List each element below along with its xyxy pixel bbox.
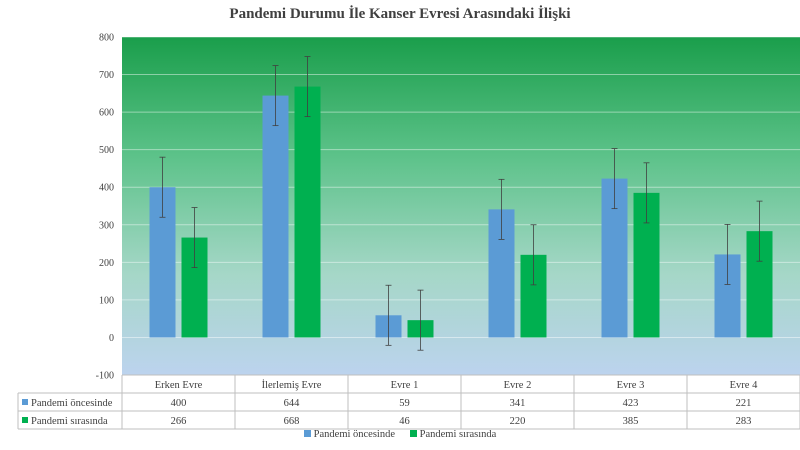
y-tick-label: 800 bbox=[99, 33, 114, 44]
table-category-1: Erken Evre bbox=[155, 380, 203, 391]
table-category-4: Evre 2 bbox=[504, 380, 532, 391]
legend-label-series-1: Pandemi öncesinde bbox=[313, 429, 396, 440]
legend: Pandemi öncesinde Pandemi sırasında bbox=[0, 429, 800, 440]
table-category-2: İlerlemiş Evre bbox=[262, 379, 322, 391]
table-series-label-2: Pandemi sırasında bbox=[31, 416, 108, 427]
table-value-2-6: 283 bbox=[736, 416, 752, 427]
chart-title: Pandemi Durumu İle Kanser Evresi Arasınd… bbox=[229, 6, 571, 22]
y-tick-label: 400 bbox=[99, 183, 114, 194]
table-swatch-series-2 bbox=[22, 417, 28, 423]
table-value-2-2: 668 bbox=[284, 416, 300, 427]
legend-swatch-series-1 bbox=[303, 430, 311, 438]
bar-2-2 bbox=[294, 86, 321, 338]
table-value-1-1: 400 bbox=[171, 398, 187, 409]
table-value-2-5: 385 bbox=[623, 416, 639, 427]
legend-swatch-series-2 bbox=[409, 430, 417, 438]
table-value-1-4: 341 bbox=[510, 398, 526, 409]
table-category-3: Evre 1 bbox=[391, 380, 419, 391]
y-tick-label: -100 bbox=[96, 371, 114, 382]
legend-item-series-1: Pandemi öncesinde bbox=[303, 429, 396, 440]
legend-item-series-2: Pandemi sırasında bbox=[409, 429, 497, 440]
table-value-1-6: 221 bbox=[736, 398, 752, 409]
plot-background bbox=[122, 37, 800, 375]
table-category-5: Evre 3 bbox=[617, 380, 645, 391]
bar-1-2 bbox=[262, 95, 289, 338]
y-tick-label: 500 bbox=[99, 145, 114, 156]
table-value-1-5: 423 bbox=[623, 398, 639, 409]
table-category-6: Evre 4 bbox=[730, 380, 758, 391]
y-tick-label: 100 bbox=[99, 295, 114, 306]
table-series-label-1: Pandemi öncesinde bbox=[31, 398, 113, 409]
table-value-2-4: 220 bbox=[510, 416, 526, 427]
y-tick-label: 0 bbox=[109, 333, 114, 344]
table-value-1-2: 644 bbox=[284, 398, 301, 409]
legend-label-series-2: Pandemi sırasında bbox=[419, 429, 497, 440]
table-value-2-3: 46 bbox=[399, 416, 410, 427]
y-tick-label: 200 bbox=[99, 258, 114, 269]
table-swatch-series-1 bbox=[22, 399, 28, 405]
y-tick-label: 300 bbox=[99, 220, 114, 231]
table-value-2-1: 266 bbox=[171, 416, 187, 427]
table-value-1-3: 59 bbox=[399, 398, 410, 409]
y-tick-label: 700 bbox=[99, 70, 114, 81]
y-tick-label: 600 bbox=[99, 108, 114, 119]
